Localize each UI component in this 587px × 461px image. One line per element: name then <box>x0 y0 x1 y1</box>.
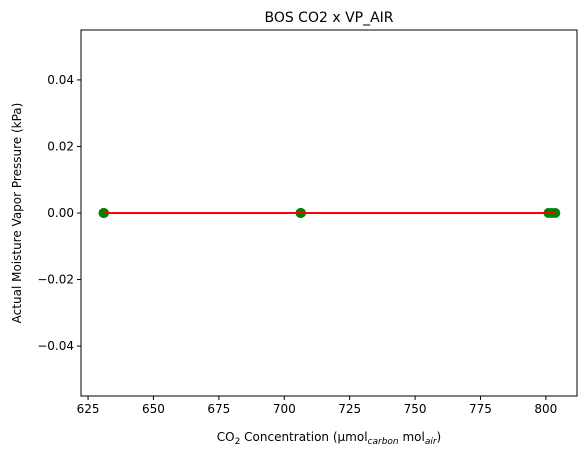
x-axis-label-sub3: air <box>425 437 438 447</box>
y-tick-label: 0.02 <box>47 139 74 153</box>
x-tick-label: 725 <box>338 402 361 416</box>
x-tick-label: 800 <box>534 402 557 416</box>
x-tick-label: 700 <box>273 402 296 416</box>
x-axis-label-prefix: CO <box>217 430 235 444</box>
y-tick-label: −0.04 <box>37 339 74 353</box>
x-axis-label-middle: Concentration (µmol <box>240 430 367 444</box>
x-tick-label: 650 <box>142 402 165 416</box>
x-axis-label-sub1: 2 <box>235 437 241 447</box>
y-axis-label: Actual Moisture Vapor Pressure (kPa) <box>10 103 24 324</box>
x-tick-label: 675 <box>207 402 230 416</box>
x-axis-label-suffix: ) <box>437 430 442 444</box>
y-tick-label: −0.02 <box>37 273 74 287</box>
x-axis-label-middle2: mol <box>399 430 425 444</box>
x-tick-label: 775 <box>469 402 492 416</box>
x-axis-label-sub2: carbon <box>368 437 399 447</box>
x-tick-label: 625 <box>77 402 100 416</box>
y-tick-label: 0.04 <box>47 73 74 87</box>
x-axis-label: CO2 Concentration (µmolcarbon molair) <box>217 430 441 447</box>
chart-title: BOS CO2 x VP_AIR <box>264 10 393 26</box>
x-tick-label: 750 <box>404 402 427 416</box>
y-tick-label: 0.00 <box>47 206 74 220</box>
